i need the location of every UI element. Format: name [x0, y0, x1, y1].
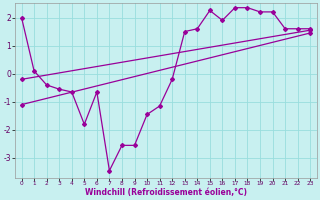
X-axis label: Windchill (Refroidissement éolien,°C): Windchill (Refroidissement éolien,°C) [85, 188, 247, 197]
